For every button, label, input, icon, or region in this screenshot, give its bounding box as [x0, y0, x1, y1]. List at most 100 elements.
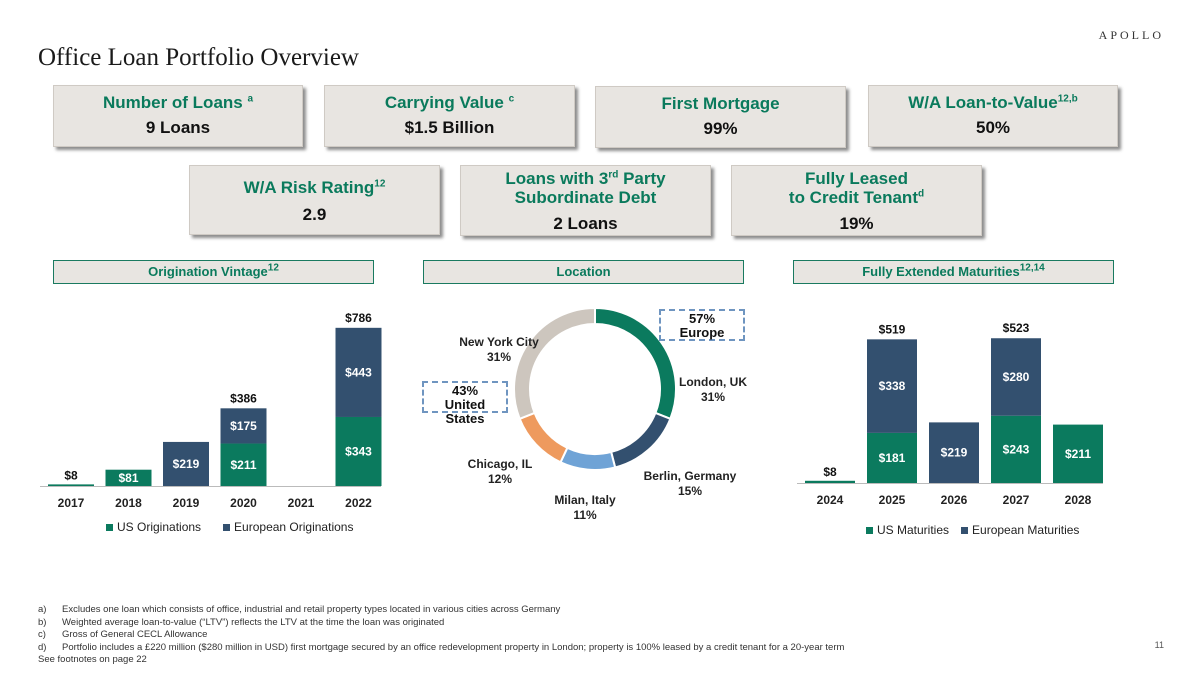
kpi-sup: d	[917, 188, 925, 200]
bar-segment	[991, 338, 1041, 416]
donut-slice	[609, 411, 672, 469]
bar-segment	[805, 480, 855, 483]
x-tick-label: 2018	[115, 496, 142, 510]
footnote: c) Gross of General CECL Allowance	[38, 629, 844, 642]
legend-swatch	[866, 526, 873, 534]
kpi-value: 2 Loans	[553, 214, 618, 233]
kpi-sup: 12	[374, 178, 386, 190]
callout-europe: 57% Europe	[659, 309, 745, 341]
bar-value-label: $211	[230, 458, 256, 472]
bar-segment	[867, 339, 917, 433]
kpi-value: 50%	[975, 118, 1011, 137]
page-title: Office Loan Portfolio Overview	[38, 44, 359, 71]
bar-value-label: $8	[64, 468, 78, 482]
callout-pct: 57%	[688, 311, 716, 326]
slice-value-label: 12%	[488, 472, 512, 486]
bar-segment	[48, 484, 94, 486]
section-label: Origination Vintage	[148, 264, 268, 279]
kpi-label: Fully Leased	[805, 169, 908, 188]
legend-label: European Maturities	[972, 523, 1080, 537]
slice-value-label: 31%	[487, 350, 511, 364]
legend-swatch	[961, 526, 969, 534]
x-tick-label: 2027	[1003, 493, 1030, 507]
kpi-value: $1.5 Billion	[404, 118, 495, 137]
legend-swatch	[223, 523, 231, 531]
bar-total-label: $786	[345, 311, 372, 325]
footnote-mark: a)	[38, 604, 47, 615]
bar-value-label: $219	[941, 446, 968, 460]
slice-value-label: 15%	[678, 484, 702, 498]
kpi-label: Loans with 3	[505, 169, 609, 188]
section-sup: 12	[267, 262, 279, 274]
kpi-value: 99%	[703, 119, 738, 138]
kpi-label: Carrying Value	[384, 93, 504, 112]
bar-segment	[220, 443, 267, 486]
bar-segment	[867, 432, 917, 483]
kpi-label: Number of Loans	[102, 93, 243, 112]
x-tick-label: 2026	[941, 493, 968, 507]
kpi-value: 19%	[839, 214, 874, 233]
bar-segment	[1053, 424, 1103, 483]
bar-segment	[929, 422, 979, 483]
bar-value-label: $175	[230, 419, 257, 433]
kpi-fully-leased: Fully Leased to Credit Tenantd 19%	[731, 165, 982, 236]
slice-value-label: 11%	[573, 508, 597, 522]
kpi-loan-to-value: W/A Loan-to-Value12,b 50%	[868, 85, 1118, 147]
footnote-mark: d)	[38, 641, 47, 653]
legend-label: US Originations	[117, 520, 202, 534]
section-label: Location	[556, 264, 611, 279]
legend-label: European Originations	[234, 520, 354, 534]
callout-united-states: 43% United States	[422, 381, 508, 426]
footnote-text: Weighted average loan-to-value (“LTV”) r…	[62, 616, 445, 628]
legend-item-european: European Maturities	[961, 523, 1079, 537]
bar-value-label: $211	[1065, 447, 1091, 461]
section-sup: 12,14	[1019, 262, 1045, 274]
kpi-number-of-loans: Number of Loans a 9 Loans	[53, 85, 303, 147]
x-tick-label: 2028	[1065, 493, 1092, 507]
footnote-mark: b)	[38, 616, 47, 628]
section-label: Fully Extended Maturities	[862, 264, 1020, 279]
origination-vintage-chart: $8 2017 $81 2018 $219 2019 $211 $175 $386 2020 202…	[40, 311, 382, 510]
legend-item-us: US Originations	[106, 520, 201, 534]
kpi-risk-rating: W/A Risk Rating12 2.9	[189, 165, 440, 235]
x-tick-label: 2021	[288, 496, 315, 510]
slice-name-label: Milan, Italy	[554, 493, 616, 507]
x-tick-label: 2017	[58, 496, 85, 510]
kpi-label: First Mortgage	[661, 94, 780, 113]
section-location: Location	[423, 260, 744, 284]
bar-total-label: $523	[1003, 321, 1030, 335]
kpi-first-mortgage: First Mortgage 99%	[595, 86, 846, 148]
section-origination-vintage: Origination Vintage12	[53, 260, 374, 284]
bar-segment	[335, 416, 382, 486]
slice-name-label: London, UK	[679, 375, 747, 389]
kpi-sup: rd	[608, 169, 619, 181]
kpi-carrying-value: Carrying Value c $1.5 Billion	[324, 85, 575, 147]
donut-slice	[513, 306, 596, 421]
footnote: d) Portfolio includes a £220 million ($28…	[38, 642, 844, 655]
x-tick-label: 2025	[879, 493, 906, 507]
section-maturities: Fully Extended Maturities12,14	[793, 260, 1114, 284]
kpi-value: 9 Loans	[145, 118, 211, 137]
slice-name-label: New York City	[459, 335, 539, 349]
bar-value-label: $443	[345, 365, 372, 379]
footnote: b) Weighted average loan-to-value (“LTV”)…	[38, 617, 844, 630]
legend-item-european: European Originations	[223, 520, 353, 534]
callout-pct: 43%	[451, 383, 479, 398]
footnote-mark: c)	[38, 629, 46, 640]
bar-value-label: $243	[1003, 442, 1030, 456]
maturity-legend: US Maturities European Maturities	[866, 523, 1079, 537]
bar-segment	[991, 415, 1041, 483]
donut-slice	[559, 446, 617, 471]
see-footnotes: See footnotes on page 22	[38, 654, 147, 665]
kpi-label: to Credit Tenant	[788, 188, 918, 207]
maturities-chart: $8 2024 $181 $338 $519 2025 $219 2026 $243 $280 $5…	[797, 321, 1103, 507]
x-tick-label: 2019	[173, 496, 200, 510]
x-tick-label: 2020	[230, 496, 257, 510]
kpi-label: Subordinate Debt	[514, 188, 657, 207]
donut-slice	[518, 411, 569, 464]
legend-label: US Maturities	[877, 523, 950, 537]
legend-item-us: US Maturities	[866, 523, 949, 537]
kpi-sup: 12,b	[1057, 93, 1078, 105]
kpi-sup: a	[247, 93, 254, 105]
bar-value-label: $181	[879, 451, 906, 465]
